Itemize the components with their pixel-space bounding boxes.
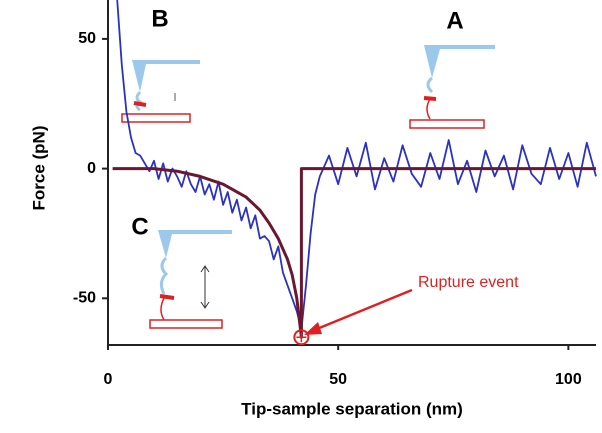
- y-tick-label: -50: [73, 290, 96, 307]
- data-line: [112, 167, 596, 339]
- x-axis-label: Tip-sample separation (nm): [241, 399, 463, 418]
- annotation: A: [446, 7, 463, 34]
- x-tick-label: 50: [329, 371, 347, 388]
- annotation: B: [151, 5, 168, 32]
- icon-a: [409, 45, 495, 129]
- rupture-arrow: [304, 288, 413, 335]
- data-line: [116, 0, 597, 331]
- x-tick-label: 100: [555, 371, 582, 388]
- icon-c: [149, 230, 232, 329]
- rupture-marker-cross: [296, 332, 307, 343]
- annotation: C: [131, 213, 148, 240]
- rupture-marker: [293, 329, 310, 346]
- y-axis-label: Force (pN): [29, 126, 48, 211]
- y-tick-label: 50: [78, 30, 96, 47]
- y-tick-label: 0: [87, 160, 96, 177]
- icon-b: [121, 60, 200, 123]
- x-tick-label: 0: [104, 371, 113, 388]
- annotation: Rupture event: [418, 274, 519, 291]
